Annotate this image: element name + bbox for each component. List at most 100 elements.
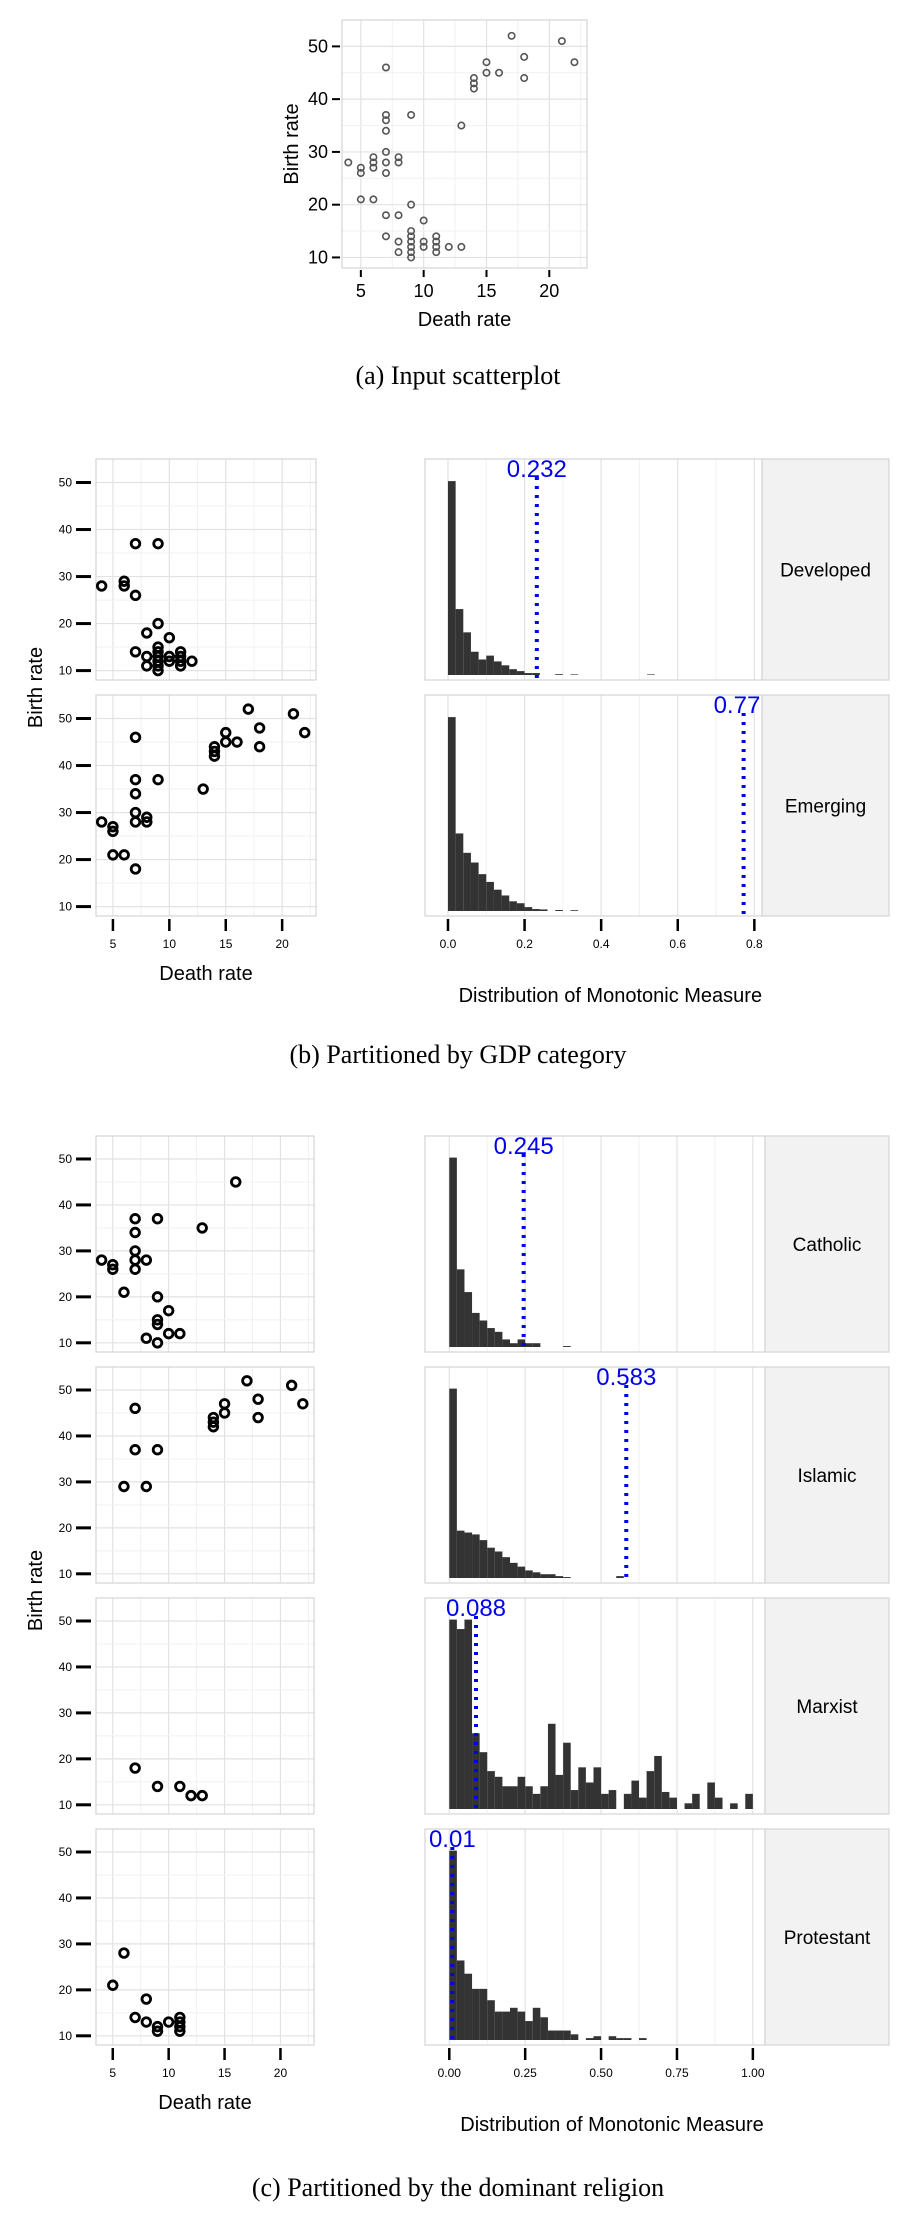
data-point [107,1979,119,1991]
histogram-bar [570,2034,579,2040]
histogram-bar [479,1320,488,1347]
x-tick-label: 1.00 [741,2066,765,2080]
data-point [432,232,441,241]
data-point [107,1258,119,1271]
histogram-bar [470,651,479,675]
hist-x-axis-label: Distribution of Monotonic Measure [460,2114,763,2136]
y-tick-label: 20 [59,853,73,867]
histogram-bar [517,2011,526,2040]
data-point [151,1291,164,1303]
histogram-bar [510,1343,518,1347]
data-point [151,1213,164,1225]
hist-x-axis-label: Distribution of Monotonic Measure [459,985,762,1007]
data-point [107,825,119,838]
x-tick-label: 15 [476,281,496,301]
data-point [344,158,353,167]
data-point [207,1416,220,1428]
histogram-bar [532,1572,541,1578]
x-tick-label: 0.00 [438,2066,462,2080]
histogram-bar [472,1534,480,1578]
data-point [197,783,209,795]
data-point [129,863,142,875]
histogram-bar [563,2030,571,2040]
histogram-bar [730,1803,738,1809]
histogram-bar [479,1752,488,1809]
y-tick-label: 50 [59,712,73,726]
data-point [482,68,491,77]
data-point [381,147,390,156]
y-tick-label: 20 [59,1521,73,1535]
data-point [141,816,153,828]
data-point [356,195,365,204]
data-point [218,1407,231,1419]
data-point [241,1375,253,1387]
histogram-bar [456,1629,465,1809]
x-tick-label: 15 [218,2066,232,2080]
histogram-bar [532,1343,541,1347]
histogram-bar [601,1793,609,1809]
histogram-bar [524,907,533,911]
histogram-bar [563,1577,571,1578]
data-point [407,253,416,262]
data-point [482,58,491,67]
histogram-bar [525,1343,533,1347]
x-tick-label: 0.8 [746,937,763,951]
plot-background [96,459,316,680]
histogram-bar [501,665,510,675]
data-point [129,788,142,800]
data-point [394,153,403,162]
facet-label: Developed [780,561,871,582]
histogram-bar [524,673,533,675]
histogram-bar [623,2038,632,2040]
y-tick-label: 50 [59,1383,73,1397]
data-point [520,52,529,61]
y-axis-label: Birth rate [25,647,47,728]
data-point [231,736,243,748]
data-point [129,646,142,658]
data-point [162,2016,175,2028]
data-point [174,655,187,667]
y-tick-label: 50 [59,1152,73,1166]
data-point [407,227,416,236]
y-tick-label: 10 [59,2029,73,2043]
data-point [95,580,108,592]
histogram-bar [449,1619,457,1809]
plot-border [95,1597,315,1815]
histogram-bar [502,1786,510,1809]
data-point [140,1993,153,2005]
histogram-bar [456,1960,465,2040]
data-point [129,537,142,550]
y-tick-label: 20 [59,1290,73,1304]
y-tick-label: 20 [308,195,328,215]
histogram-bar [449,1850,457,2040]
facet-label: Catholic [793,1235,862,1256]
histogram-bar [555,1576,564,1578]
histogram-bar [745,1793,753,1809]
data-point [369,163,378,172]
y-tick-label: 20 [59,1983,73,1997]
data-point [252,1393,264,1405]
plot-background [96,1598,314,1814]
histogram-bar [585,2038,594,2040]
histogram-bar [570,1790,579,1809]
y-tick-label: 50 [59,476,73,490]
data-point [151,1314,164,1326]
histogram-bar [447,717,456,911]
histogram-bar [555,674,563,675]
data-point [174,2025,186,2037]
data-point [152,773,164,786]
data-point [140,1332,153,1344]
data-point [432,242,441,251]
histogram-bar [669,1797,677,1809]
histogram-bar [707,1782,715,1809]
plot-background [96,1136,314,1352]
histogram-bar [510,1786,518,1809]
data-point [381,211,390,220]
x-tick-label: 5 [356,281,366,301]
histogram-bar [463,852,471,911]
y-tick-label: 10 [59,1336,73,1350]
data-point [356,163,365,172]
y-tick-label: 50 [59,1614,73,1628]
data-point [174,1780,186,1793]
data-point [356,169,365,178]
